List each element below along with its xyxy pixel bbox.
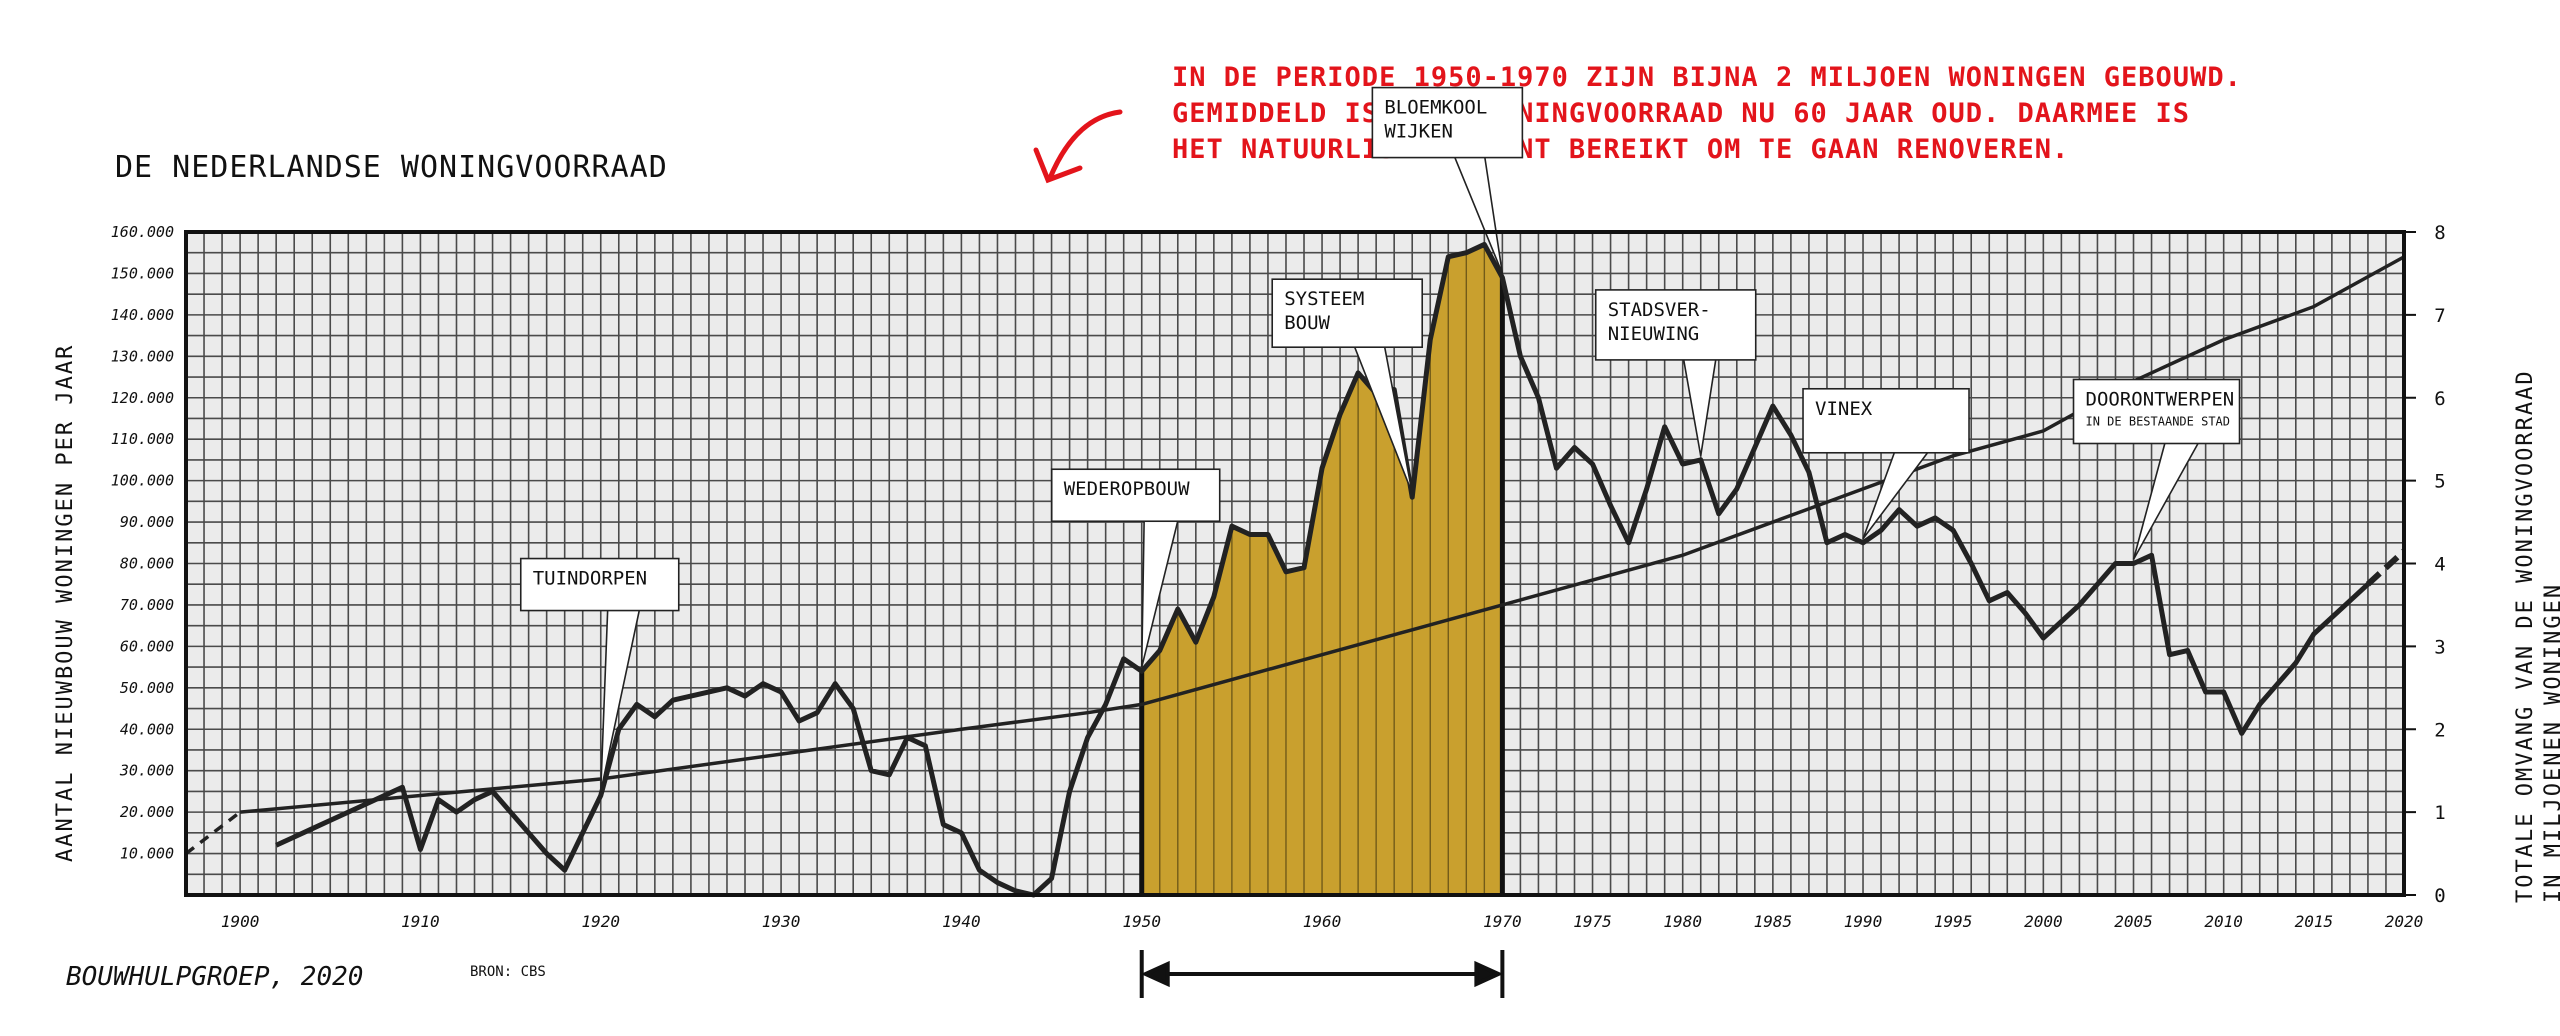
y-tick-right: 7 xyxy=(2434,305,2445,327)
x-tick: 2000 xyxy=(2024,912,2063,931)
note-arrow-icon xyxy=(1033,109,1123,184)
y-tick-left: 40.000 xyxy=(120,720,174,738)
highlight-area xyxy=(1139,244,1505,895)
footer-source: BRON: CBS xyxy=(470,964,546,980)
callout-sublabel: IN DE BESTAANDE STAD xyxy=(2086,415,2231,429)
x-tick: 1975 xyxy=(1573,912,1612,931)
callout-label: DOORONTWERPEN xyxy=(2086,389,2235,411)
callout: DOORONTWERPEN IN DE BESTAANDE STAD xyxy=(2072,378,2241,560)
callout-label: NIEUWING xyxy=(1608,323,1700,345)
y-tick-right: 4 xyxy=(2434,554,2445,576)
x-axis-ticks: 1900 1910 1920 1930 1940 1950 1960 1970 1975 1980… xyxy=(221,912,2423,931)
x-tick: 2015 xyxy=(2295,912,2334,931)
y-tick-right: 8 xyxy=(2434,222,2445,244)
y-axis-left-label: AANTAL NIEUWBOUW WONINGEN PER JAAR xyxy=(53,344,78,862)
callout-box xyxy=(519,557,680,612)
callout-label: WEDEROPBOUW xyxy=(1064,478,1190,500)
callout: WEDEROPBOUW xyxy=(1050,468,1221,668)
x-tick: 1930 xyxy=(762,912,801,931)
y-tick-left: 90.000 xyxy=(120,513,174,531)
callout-box xyxy=(1050,468,1221,523)
x-tick: 1920 xyxy=(581,912,620,931)
footer-author: BOUWHULPGROEP, 2020 xyxy=(66,962,363,992)
y-tick-left: 50.000 xyxy=(120,679,174,697)
y-tick-left: 80.000 xyxy=(120,555,174,573)
callout-label: BLOEMKOOL xyxy=(1384,97,1487,119)
callout-pointer xyxy=(1862,452,1929,540)
callout-box xyxy=(1802,387,1970,454)
x-tick: 1910 xyxy=(401,912,440,931)
y-tick-left: 30.000 xyxy=(119,762,174,780)
callout-label: STADSVER- xyxy=(1608,299,1711,321)
y-axis-right-label-line-1: TOTALE OMVANG VAN DE WONINGVOORRAAD xyxy=(2513,369,2538,903)
y-tick-left: 10.000 xyxy=(120,845,174,863)
red-note: IN DE PERIODE 1950-1970 ZIJN BIJNA 2 MIL… xyxy=(1033,62,2242,184)
y-tick-left: 160.000 xyxy=(111,223,174,241)
note-line-3: HET NATUURLIJKE MOMENT BEREIKT OM TE GAA… xyxy=(1172,134,2069,165)
new-construction-line xyxy=(275,241,2407,898)
callout-label: BOUW xyxy=(1284,312,1330,334)
callout-box xyxy=(1371,86,1524,159)
y-tick-left: 150.000 xyxy=(111,264,174,282)
callout: STADSVER-NIEUWING xyxy=(1594,289,1757,457)
x-tick: 2010 xyxy=(2204,912,2243,931)
callout-label: SYSTEEM xyxy=(1284,288,1364,310)
x-tick: 2005 xyxy=(2114,912,2153,931)
y-axis-right-ticks: 0 1 2 3 4 5 6 7 8 xyxy=(2404,222,2446,907)
callout-pointer xyxy=(1140,521,1179,668)
callout-pointer xyxy=(1353,346,1413,494)
callout-box xyxy=(1594,289,1757,361)
callout: TUINDORPEN xyxy=(519,557,680,792)
y-tick-right: 3 xyxy=(2434,636,2445,658)
y-tick-right: 5 xyxy=(2434,471,2445,493)
callout-label: WIJKEN xyxy=(1384,121,1453,143)
x-tick: 1960 xyxy=(1303,912,1342,931)
y-axis-left-ticks: 10.000 20.000 30.000 40.000 50.000 60.000 70.0… xyxy=(111,223,174,863)
callouts: TUINDORPENWEDEROPBOUWSYSTEEMBOUWBLOEMKOO… xyxy=(519,86,2241,792)
callout-pointer xyxy=(599,610,641,792)
y-tick-left: 130.000 xyxy=(111,347,174,365)
x-tick: 2020 xyxy=(2385,912,2424,931)
period-arrow-head-right xyxy=(1474,960,1504,988)
y-tick-right: 1 xyxy=(2434,802,2445,824)
x-tick: 1900 xyxy=(221,912,260,931)
x-tick: 1940 xyxy=(942,912,981,931)
callout-box xyxy=(2072,378,2241,445)
x-tick: 1990 xyxy=(1844,912,1883,931)
x-tick: 1980 xyxy=(1663,912,1702,931)
x-tick: 1950 xyxy=(1122,912,1161,931)
callout-pointer xyxy=(1454,157,1504,274)
y-tick-left: 60.000 xyxy=(120,637,174,655)
y-tick-left: 100.000 xyxy=(111,472,174,490)
y-tick-left: 140.000 xyxy=(111,306,174,324)
y-tick-left: 70.000 xyxy=(120,596,174,614)
period-arrow-head-left xyxy=(1140,960,1170,988)
callout-pointer xyxy=(1682,359,1717,457)
stock-line-projected xyxy=(184,810,242,855)
y-tick-left: 20.000 xyxy=(120,803,174,821)
period-1950-1970-arrow-icon xyxy=(1139,950,1505,998)
callout-box xyxy=(1271,278,1424,349)
y-tick-right: 6 xyxy=(2434,388,2445,410)
callout-pointer xyxy=(2132,443,2199,560)
y-tick-left: 110.000 xyxy=(111,430,174,448)
x-tick: 1995 xyxy=(1934,912,1973,931)
note-line-1: IN DE PERIODE 1950-1970 ZIJN BIJNA 2 MIL… xyxy=(1172,62,2242,93)
y-tick-left: 120.000 xyxy=(111,389,174,407)
y-tick-right: 0 xyxy=(2434,885,2445,907)
y-tick-right: 2 xyxy=(2434,719,2445,741)
callout-label: VINEX xyxy=(1815,398,1873,420)
x-tick: 1970 xyxy=(1483,912,1522,931)
chart-title: DE NEDERLANDSE WONINGVOORRAAD xyxy=(115,150,668,185)
x-tick: 1985 xyxy=(1754,912,1793,931)
callout-label: TUINDORPEN xyxy=(533,568,647,590)
note-line-2: GEMIDDELD IS DEZE WONINGVOORRAAD NU 60 J… xyxy=(1172,98,2190,129)
callout: VINEX xyxy=(1802,387,1970,540)
y-axis-right-label-line-2: IN MILJOENEN WONINGEN xyxy=(2541,583,2560,903)
